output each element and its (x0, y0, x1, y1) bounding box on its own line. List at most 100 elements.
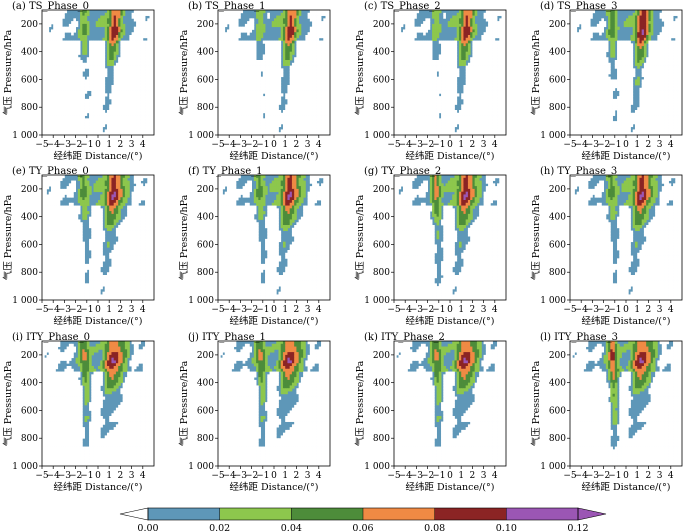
field-cell (133, 57, 137, 61)
field-cell (71, 71, 74, 75)
field-cell (109, 10, 112, 14)
field-cell (492, 29, 496, 33)
field-cell (314, 37, 317, 41)
field-cell (327, 18, 330, 22)
field-cell (260, 107, 264, 111)
field-cell (50, 79, 54, 83)
field-cell (64, 87, 68, 91)
field-cell (53, 101, 56, 105)
field-cell (323, 129, 326, 133)
field-cell (242, 101, 246, 105)
field-cell (327, 62, 330, 66)
field-cell (55, 29, 59, 33)
field-cell (231, 32, 235, 36)
field-cell (472, 18, 476, 22)
field-cell (46, 21, 50, 25)
field-cell (312, 40, 315, 44)
field-cell (66, 76, 70, 80)
field-cell (113, 112, 117, 116)
field-cell (231, 93, 235, 97)
field-cell (309, 29, 313, 33)
field-cell (251, 23, 255, 28)
field-cell (303, 43, 306, 47)
field-cell (418, 29, 422, 33)
field-cell (102, 132, 106, 135)
field-cell (289, 15, 293, 19)
field-cell (233, 90, 237, 94)
field-cell (247, 115, 250, 119)
field-cell (104, 18, 108, 22)
field-cell (91, 68, 94, 72)
field-cell (82, 87, 85, 91)
field-cell (490, 73, 493, 78)
field-cell (151, 118, 154, 122)
field-cell (452, 40, 455, 44)
field-cell (447, 43, 451, 47)
field-cell (260, 110, 264, 114)
field-cell (55, 82, 59, 86)
field-cell (106, 60, 110, 64)
field-cell (479, 76, 482, 80)
field-cell (416, 29, 420, 33)
field-cell (50, 126, 54, 130)
field-cell (50, 132, 54, 135)
field-cell (441, 43, 444, 47)
field-cell (106, 110, 110, 114)
field-cell (222, 121, 226, 125)
field-cell (138, 54, 141, 58)
field-cell (400, 23, 404, 28)
field-cell (402, 71, 406, 75)
field-cell (64, 123, 68, 128)
field-cell (222, 10, 226, 14)
field-cell (73, 101, 76, 105)
field-cell (151, 93, 154, 97)
field-cell (100, 79, 103, 83)
field-cell (66, 65, 70, 69)
field-cell (414, 71, 417, 75)
field-cell (400, 62, 404, 66)
field-cell (271, 65, 275, 69)
field-cell (131, 54, 135, 58)
field-cell (147, 93, 150, 97)
field-cell (323, 112, 326, 116)
field-cell (472, 21, 476, 25)
field-cell (62, 98, 65, 103)
field-cell (312, 118, 315, 122)
field-cell (131, 112, 135, 116)
field-cell (218, 57, 221, 61)
field-cell (42, 46, 45, 50)
field-cell (151, 60, 154, 64)
field-cell (68, 71, 72, 75)
field-cell (258, 101, 261, 105)
field-cell (405, 10, 408, 14)
field-cell (436, 12, 440, 16)
field-cell (287, 132, 291, 135)
field-cell (224, 76, 228, 80)
field-cell (271, 60, 275, 64)
field-cell (238, 98, 241, 103)
field-cell (318, 112, 322, 116)
field-cell (411, 18, 415, 22)
field-cell (405, 21, 408, 25)
field-cell (147, 65, 150, 69)
field-cell (48, 37, 52, 41)
field-cell (409, 12, 413, 16)
field-cell (226, 37, 230, 41)
field-cell (287, 60, 291, 64)
field-cell (314, 110, 317, 114)
field-cell (280, 21, 284, 25)
field-cell (314, 48, 317, 53)
field-cell (131, 123, 135, 128)
field-cell (271, 23, 275, 28)
field-cell (492, 40, 496, 44)
field-cell (42, 68, 45, 72)
field-cell (231, 26, 235, 30)
field-cell (420, 23, 424, 28)
field-cell (258, 82, 261, 86)
field-cell (46, 96, 50, 100)
field-cell (218, 18, 221, 22)
field-cell (438, 68, 442, 72)
field-cell (149, 126, 153, 130)
field-cell (77, 93, 81, 97)
field-cell (467, 62, 471, 66)
